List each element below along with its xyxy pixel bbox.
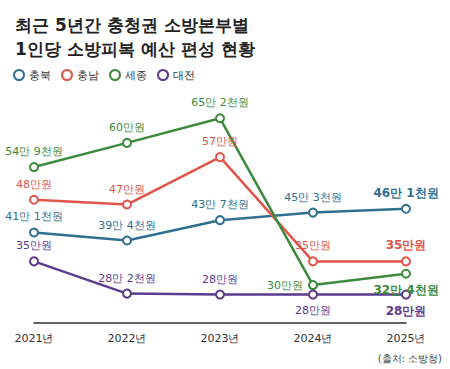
svg-text:세종: 세종 xyxy=(125,69,147,82)
svg-text:48만원: 48만원 xyxy=(16,178,52,191)
svg-text:45만 3천원: 45만 3천원 xyxy=(284,191,342,204)
svg-text:2025년: 2025년 xyxy=(387,332,426,345)
svg-text:60만원: 60만원 xyxy=(109,121,145,134)
svg-text:35만원: 35만원 xyxy=(295,239,331,252)
svg-text:대전: 대전 xyxy=(173,69,195,82)
svg-text:28만원: 28만원 xyxy=(386,304,427,318)
svg-text:2024년: 2024년 xyxy=(294,332,333,345)
svg-text:30만원: 30만원 xyxy=(267,279,303,292)
svg-text:43만 7천원: 43만 7천원 xyxy=(191,198,249,211)
svg-text:35만원: 35만원 xyxy=(386,238,427,252)
svg-text:1인당 소방피복 예산 편성 현황: 1인당 소방피복 예산 편성 현황 xyxy=(15,39,255,59)
svg-text:충남: 충남 xyxy=(77,69,99,82)
svg-text:47만원: 47만원 xyxy=(109,183,145,196)
svg-text:54만 9천원: 54만 9천원 xyxy=(5,145,63,158)
svg-text:35만원: 35만원 xyxy=(16,239,52,252)
svg-text:28만원: 28만원 xyxy=(202,273,238,286)
svg-text:41만 1천원: 41만 1천원 xyxy=(5,210,63,223)
svg-text:32만 4천원: 32만 4천원 xyxy=(373,283,438,297)
svg-text:39만 4천원: 39만 4천원 xyxy=(98,219,156,232)
svg-text:28만원: 28만원 xyxy=(295,304,331,317)
svg-text:(출처: 소방청): (출처: 소방청) xyxy=(378,353,442,364)
svg-text:65만 2천원: 65만 2천원 xyxy=(191,96,249,109)
svg-text:2023년: 2023년 xyxy=(201,332,240,345)
svg-text:2021년: 2021년 xyxy=(15,332,54,345)
svg-text:충북: 충북 xyxy=(29,69,51,82)
svg-text:최근 5년간 충청권 소방본부별: 최근 5년간 충청권 소방본부별 xyxy=(15,15,249,35)
svg-text:28만 2천원: 28만 2천원 xyxy=(98,272,156,285)
svg-text:57만원: 57만원 xyxy=(202,135,238,148)
svg-text:46만 1천원: 46만 1천원 xyxy=(373,186,438,200)
svg-text:2022년: 2022년 xyxy=(108,332,147,345)
